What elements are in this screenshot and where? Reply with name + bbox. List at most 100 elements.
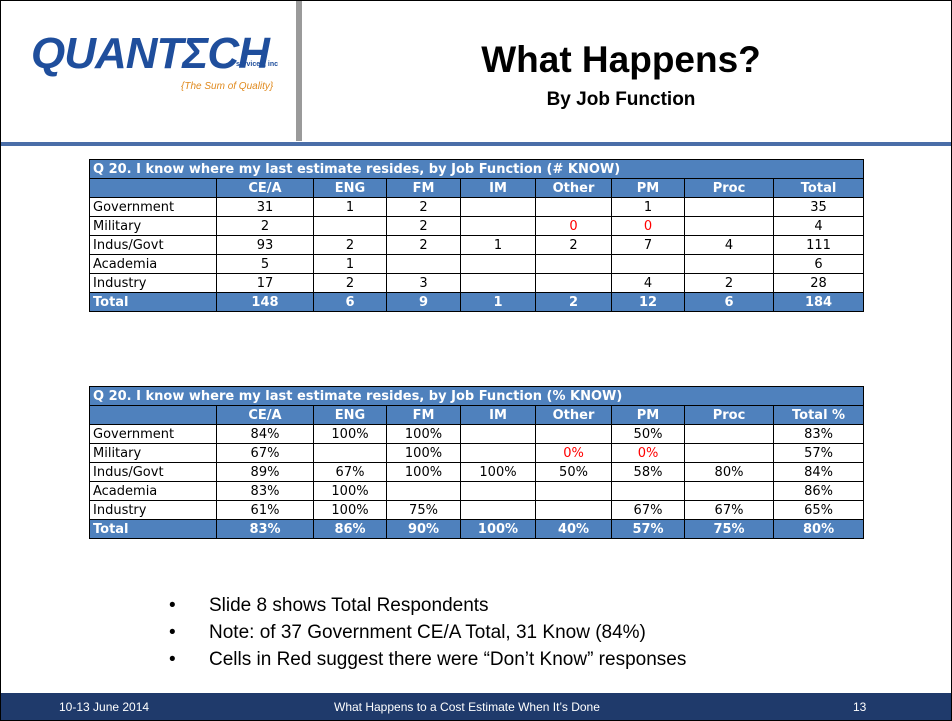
data-cell [684, 216, 774, 236]
data-cell [460, 481, 536, 501]
data-cell [386, 254, 461, 274]
data-cell: 5 [216, 254, 314, 274]
column-header: IM [460, 405, 536, 425]
data-cell: 35 [772, 197, 865, 217]
data-cell: 67% [684, 500, 774, 520]
data-row: Industry 61% 100% 75% 67% 67% 65% [89, 500, 865, 520]
data-cell [313, 443, 387, 463]
bullet: Slide 8 shows Total Respondents [169, 595, 686, 622]
row-label: Government [89, 197, 217, 217]
column-header: CE/A [216, 178, 314, 198]
row-label: Academia [89, 254, 217, 274]
data-row: Academia 83% 100% 86% [89, 481, 865, 501]
data-cell: 93 [216, 235, 314, 255]
column-header: FM [386, 178, 461, 198]
total-cell: 148 [216, 292, 314, 312]
data-cell: 1 [460, 235, 536, 255]
data-cell: 2 [386, 235, 461, 255]
row-label: Military [89, 443, 217, 463]
data-cell: 2 [313, 273, 387, 293]
column-header: PM [611, 178, 685, 198]
table-caption: Q 20. I know where my last estimate resi… [88, 386, 865, 406]
data-cell: 2 [313, 235, 387, 255]
row-label: Industry [89, 273, 217, 293]
subtitle: By Job Function [546, 89, 696, 110]
data-cell: 84% [772, 462, 865, 482]
bullet: Cells in Red suggest there were “Don’t K… [169, 649, 686, 676]
data-cell [684, 197, 774, 217]
data-cell: 50% [535, 462, 612, 482]
column-header: ENG [313, 178, 387, 198]
row-label: Government [89, 424, 217, 444]
total-cell: 80% [772, 519, 865, 539]
row-label: Indus/Govt [89, 235, 217, 255]
data-cell [684, 443, 774, 463]
data-cell: 100% [386, 462, 461, 482]
logo-suffix: services, inc [236, 61, 279, 68]
data-cell: 1 [313, 197, 387, 217]
total-cell: 12 [611, 292, 685, 312]
data-cell: 1 [611, 197, 685, 217]
data-cell: 61% [216, 500, 314, 520]
caption-row: Q 20. I know where my last estimate resi… [88, 159, 865, 179]
caption-row: Q 20. I know where my last estimate resi… [88, 386, 865, 406]
data-cell [535, 254, 612, 274]
data-row: Government 84% 100% 100% 50% 83% [89, 424, 865, 444]
logo-name: QUANTΣCH [31, 29, 270, 78]
data-cell: 17 [216, 273, 314, 293]
data-cell [684, 481, 774, 501]
total-cell: 57% [611, 519, 685, 539]
header-row: CE/A ENG FM IM Other PM Proc Total [89, 178, 865, 198]
data-row: Military 67% 100% 0% 0% 57% [89, 443, 865, 463]
footer-date: 10-13 June 2014 [59, 700, 150, 714]
column-header: CE/A [216, 405, 314, 425]
column-header: ENG [313, 405, 387, 425]
data-cell: 0 [535, 216, 612, 236]
data-cell: 2 [684, 273, 774, 293]
data-cell: 2 [535, 235, 612, 255]
data-cell [460, 254, 536, 274]
data-cell: 1 [313, 254, 387, 274]
data-cell: 57% [772, 443, 865, 463]
column-header: PM [611, 405, 685, 425]
data-cell [460, 197, 536, 217]
data-cell: 3 [386, 273, 461, 293]
data-cell: 2 [216, 216, 314, 236]
total-cell: 100% [460, 519, 536, 539]
column-header: Proc [684, 405, 774, 425]
logo: QUANTΣCH services, inc {The Sum of Quali… [31, 29, 291, 129]
row-label: Industry [89, 500, 217, 520]
data-cell [460, 443, 536, 463]
data-cell: 67% [611, 500, 685, 520]
data-cell [611, 254, 685, 274]
data-cell: 111 [772, 235, 865, 255]
data-cell: 100% [460, 462, 536, 482]
data-cell: 83% [772, 424, 865, 444]
data-cell: 4 [684, 235, 774, 255]
header-rule [1, 142, 951, 146]
total-label: Total [89, 292, 217, 312]
column-header: Other [535, 405, 612, 425]
row-label: Military [89, 216, 217, 236]
data-cell: 84% [216, 424, 314, 444]
data-cell: 0% [611, 443, 685, 463]
total-cell: 9 [386, 292, 461, 312]
total-cell: 2 [535, 292, 612, 312]
total-cell: 6 [684, 292, 774, 312]
data-cell [460, 424, 536, 444]
data-cell [684, 254, 774, 274]
page-number: 13 [853, 700, 867, 714]
data-cell [313, 216, 387, 236]
data-cell: 2 [386, 216, 461, 236]
data-cell: 83% [216, 481, 314, 501]
data-cell: 6 [772, 254, 865, 274]
data-cell [460, 500, 536, 520]
header-row: CE/A ENG FM IM Other PM Proc Total % [89, 405, 865, 425]
column-header: Other [535, 178, 612, 198]
row-label: Academia [89, 481, 217, 501]
data-cell: 0% [535, 443, 612, 463]
data-cell: 7 [611, 235, 685, 255]
data-cell [535, 424, 612, 444]
total-cell: 184 [772, 292, 865, 312]
data-cell: 80% [684, 462, 774, 482]
